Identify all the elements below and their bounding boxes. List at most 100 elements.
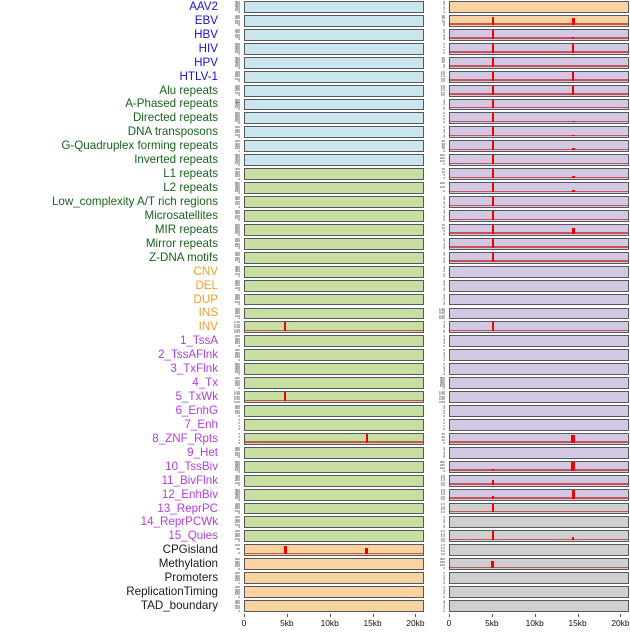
track-row[interactable]: [244, 405, 424, 417]
y-axis-ticks: 400 300 200 100 0: [234, 195, 240, 209]
track-row[interactable]: [449, 349, 629, 362]
track-row[interactable]: [449, 279, 629, 292]
track-row[interactable]: [449, 335, 629, 348]
track-row[interactable]: [449, 112, 629, 125]
track-row[interactable]: [449, 293, 629, 306]
track-row[interactable]: [244, 140, 424, 153]
track-row[interactable]: [449, 432, 629, 445]
track-row[interactable]: [244, 293, 424, 306]
track-row[interactable]: [244, 42, 424, 55]
track-row[interactable]: [449, 418, 629, 431]
track-row[interactable]: [244, 363, 424, 376]
row-label-microsatellites: Microsatellites: [144, 209, 218, 223]
track-row[interactable]: [449, 98, 629, 111]
track-row[interactable]: [449, 488, 629, 501]
track-row[interactable]: [244, 572, 424, 585]
track-row[interactable]: [244, 84, 424, 97]
x-axis-tick-label: 10kb: [525, 618, 544, 628]
track-row[interactable]: [449, 460, 629, 473]
track-row[interactable]: [244, 154, 424, 167]
track-row[interactable]: [244, 530, 424, 543]
track-row[interactable]: [449, 321, 629, 334]
track-row[interactable]: [449, 474, 629, 487]
track-baseline: [450, 162, 628, 165]
track-row[interactable]: [449, 70, 629, 83]
track-row[interactable]: [244, 112, 424, 125]
track-row[interactable]: [449, 42, 629, 55]
track-row[interactable]: [244, 279, 424, 292]
track-row[interactable]: [449, 502, 629, 515]
track-row[interactable]: [449, 265, 629, 278]
track-row[interactable]: [244, 196, 424, 208]
track-row[interactable]: [449, 572, 629, 585]
track-row[interactable]: [244, 460, 424, 473]
track-row[interactable]: [449, 251, 629, 264]
track-row[interactable]: [449, 405, 629, 417]
track-row[interactable]: [449, 530, 629, 543]
track-row[interactable]: [244, 237, 424, 250]
track-row[interactable]: [449, 14, 629, 27]
track-row[interactable]: [244, 307, 424, 320]
track-row[interactable]: [449, 516, 629, 529]
track-row[interactable]: [244, 14, 424, 27]
track-row[interactable]: [449, 126, 629, 139]
track-row[interactable]: [244, 558, 424, 571]
track-row[interactable]: [244, 182, 424, 195]
track-row[interactable]: [244, 209, 424, 222]
track-row[interactable]: [244, 335, 424, 348]
track-row[interactable]: [449, 209, 629, 222]
track-row[interactable]: [449, 84, 629, 97]
track-row[interactable]: [244, 98, 424, 111]
signal-peak: [491, 155, 494, 165]
track-row[interactable]: [449, 28, 629, 41]
track-row[interactable]: [449, 586, 629, 599]
track-row[interactable]: [449, 307, 629, 320]
track-row[interactable]: [244, 446, 424, 459]
track-row[interactable]: [244, 28, 424, 41]
track-row[interactable]: [244, 1, 424, 13]
track-row[interactable]: [449, 600, 629, 612]
track-baseline: [450, 120, 628, 123]
track-row[interactable]: [449, 558, 629, 571]
track-row[interactable]: [244, 377, 424, 390]
track-row[interactable]: [449, 446, 629, 459]
track-row[interactable]: [244, 432, 424, 445]
row-label-z-dna-motifs: Z-DNA motifs: [149, 250, 218, 264]
track-row[interactable]: [449, 140, 629, 153]
track-row[interactable]: [244, 418, 424, 431]
track-row[interactable]: [244, 502, 424, 515]
track-row[interactable]: [449, 544, 629, 557]
track-row[interactable]: [449, 223, 629, 236]
track-row[interactable]: [244, 474, 424, 487]
track-row[interactable]: [244, 126, 424, 139]
track-row[interactable]: [449, 168, 629, 181]
track-row[interactable]: [244, 168, 424, 181]
track-row[interactable]: [449, 1, 629, 13]
track-row[interactable]: [449, 56, 629, 69]
track-row[interactable]: [449, 391, 629, 403]
track-row[interactable]: [449, 377, 629, 390]
track-row[interactable]: [244, 70, 424, 83]
track-row[interactable]: [244, 544, 424, 557]
signal-peak: [572, 43, 575, 53]
track-row[interactable]: [449, 237, 629, 250]
track-row[interactable]: [449, 196, 629, 208]
track-row[interactable]: [244, 265, 424, 278]
track-row[interactable]: [244, 391, 424, 403]
track-row[interactable]: [244, 586, 424, 599]
row-label-cnv: CNV: [193, 264, 218, 278]
track-row[interactable]: [244, 321, 424, 334]
track-row[interactable]: [449, 182, 629, 195]
track-row[interactable]: [244, 349, 424, 362]
track-baseline: [450, 441, 628, 443]
track-row[interactable]: [244, 56, 424, 69]
track-row[interactable]: [244, 516, 424, 529]
track-row[interactable]: [244, 600, 424, 612]
row-label-replicationtiming: ReplicationTiming: [126, 585, 218, 599]
track-row[interactable]: [449, 154, 629, 167]
track-row[interactable]: [449, 363, 629, 376]
track-row[interactable]: [244, 223, 424, 236]
track-row[interactable]: [244, 488, 424, 501]
track-row[interactable]: [244, 251, 424, 264]
